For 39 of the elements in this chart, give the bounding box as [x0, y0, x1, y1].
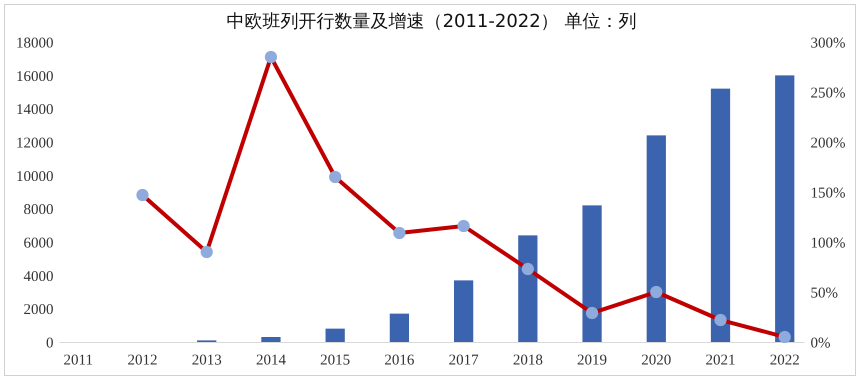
y2-tick-label: 0%: [810, 336, 830, 352]
x-tick-label: 2014: [256, 352, 286, 368]
x-tick-label: 2015: [320, 352, 350, 368]
y-tick-label: 12000: [16, 136, 54, 152]
y2-tick-label: 150%: [810, 186, 846, 202]
y-tick-label: 8000: [24, 202, 54, 218]
bar: [775, 75, 794, 342]
y-tick-label: 16000: [16, 68, 54, 85]
bar: [646, 135, 666, 342]
y2-tick-label: 300%: [810, 36, 846, 52]
x-tick-label: 2020: [641, 352, 672, 368]
y2-tick-label: 200%: [810, 136, 846, 152]
x-tick-label: 2019: [577, 352, 608, 368]
x-tick-label: 2013: [192, 352, 222, 368]
x-tick-label: 2017: [448, 352, 480, 368]
x-tick-label: 2016: [384, 352, 415, 368]
y-tick-label: 18000: [16, 36, 54, 52]
x-tick-label: 2011: [64, 352, 93, 368]
y2-tick-label: 100%: [810, 236, 846, 252]
bar: [582, 205, 602, 342]
y-tick-label: 10000: [16, 168, 54, 185]
bar: [518, 235, 538, 342]
bar: [261, 337, 281, 342]
bar: [390, 314, 410, 342]
y-tick-label: 6000: [24, 236, 54, 252]
y-tick-label: 14000: [16, 102, 54, 118]
y2-tick-label: 50%: [810, 286, 838, 302]
y-tick-label: 2000: [24, 302, 54, 318]
x-tick-label: 2021: [706, 352, 736, 368]
bar: [710, 88, 730, 342]
y-tick-label: 4000: [24, 268, 54, 285]
x-tick-label: 2022: [770, 352, 800, 368]
bar: [454, 280, 474, 342]
x-tick-label: 2012: [127, 352, 158, 368]
y-tick-label: 0: [46, 336, 54, 352]
x-tick-label: 2018: [512, 352, 543, 368]
bar: [326, 328, 345, 342]
chart-title: 中欧班列开行数量及增速（2011-2022） 单位：列: [226, 11, 636, 32]
y2-tick-label: 250%: [810, 86, 846, 102]
